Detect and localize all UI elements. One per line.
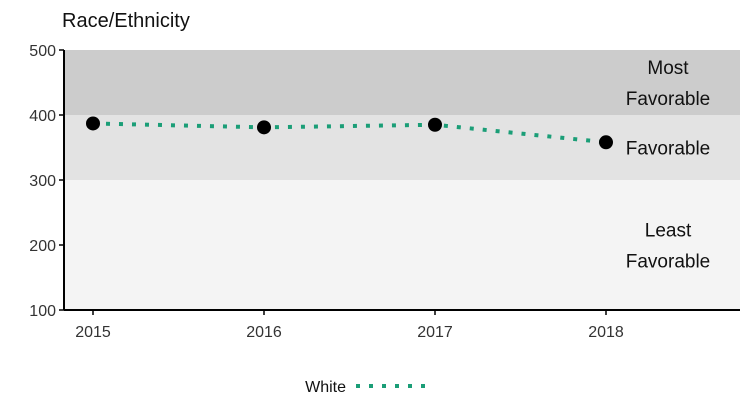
band-1 [64, 115, 740, 180]
band-label: Most [647, 58, 689, 79]
legend-label: White [305, 379, 346, 396]
band-label: Favorable [626, 139, 711, 160]
y-tick-label: 300 [29, 173, 56, 190]
legend: White [305, 379, 433, 396]
x-tick-label: 2017 [417, 324, 453, 341]
data-point [257, 120, 271, 135]
background-bands: Most Favorable Favorable Least Favorable [64, 50, 740, 310]
y-tick-label: 400 [29, 108, 56, 125]
band-0 [64, 50, 740, 115]
band-label: Favorable [626, 89, 711, 110]
y-tick-label: 100 [29, 303, 56, 320]
band-label: Least [645, 221, 692, 242]
x-tick-label: 2016 [246, 324, 282, 341]
data-point [599, 135, 613, 150]
series-layer [86, 116, 613, 150]
band-label: Favorable [626, 252, 711, 273]
x-tick-label: 2018 [588, 324, 624, 341]
data-point [428, 117, 442, 132]
chart-title: Race/Ethnicity [62, 10, 190, 32]
x-tick-label: 2015 [75, 324, 111, 341]
y-tick-label: 200 [29, 238, 56, 255]
data-point [86, 116, 100, 131]
y-tick-label: 500 [29, 43, 56, 60]
axes: 100 200 300 400 500 2015 2016 2017 2018 [29, 43, 740, 341]
band-2 [64, 180, 740, 310]
